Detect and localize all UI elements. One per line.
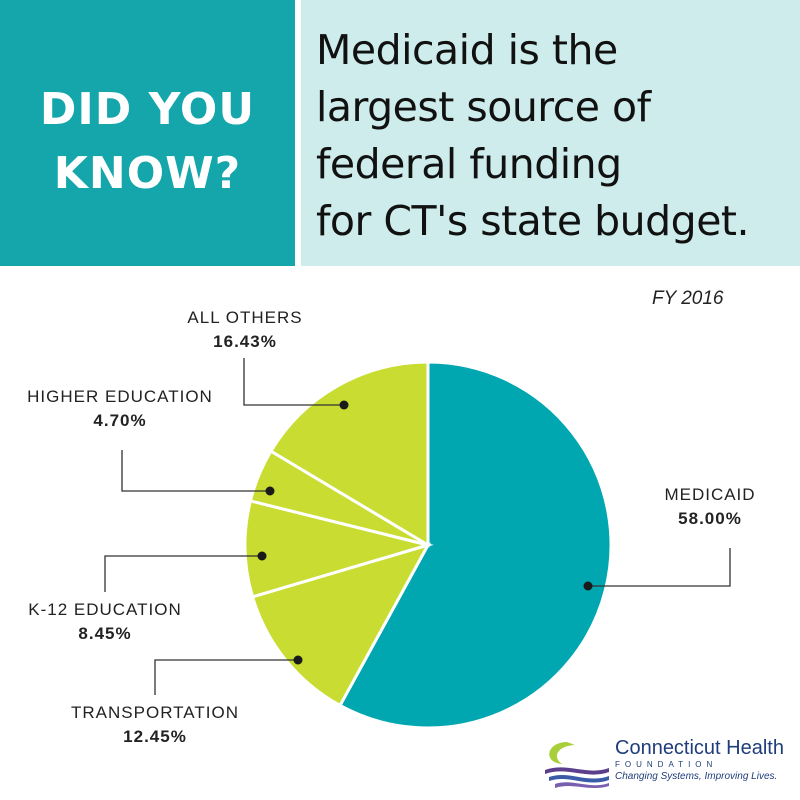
- label-medicaid-name: MEDICAID: [664, 485, 756, 504]
- headline: Medicaid is the largest source of federa…: [316, 22, 796, 250]
- label-transportation-name: TRANSPORTATION: [71, 703, 239, 722]
- label-all-others-value: 16.43%: [213, 332, 277, 351]
- label-higher-education-value: 4.70%: [93, 411, 147, 430]
- did-you-know-heading: DID YOU KNOW?: [0, 78, 295, 206]
- leader-line: [104, 555, 262, 592]
- slice-k12-education: [243, 499, 434, 599]
- leader-line: [154, 659, 298, 695]
- foundation-logo-icon: [545, 742, 609, 788]
- headline-line-1: Medicaid is the: [316, 26, 618, 74]
- label-transportation-value: 12.45%: [123, 727, 187, 746]
- label-k12-education: K-12 EDUCATION 8.45%: [10, 600, 200, 644]
- label-higher-education: HIGHER EDUCATION 4.70%: [10, 387, 230, 431]
- kicker-line-2: KNOW?: [53, 148, 242, 199]
- logo-title: Connecticut Health: [615, 737, 784, 759]
- kicker-line-1: DID YOU: [39, 84, 256, 135]
- leader-dot: [293, 655, 303, 665]
- label-transportation: TRANSPORTATION 12.45%: [55, 703, 255, 747]
- leader-line: [588, 548, 731, 587]
- label-k12-education-value: 8.45%: [78, 624, 132, 643]
- headline-line-4: for CT's state budget.: [316, 197, 750, 245]
- label-higher-education-name: HIGHER EDUCATION: [27, 387, 213, 406]
- label-all-others: ALL OTHERS 16.43%: [160, 308, 330, 352]
- leader-line: [121, 450, 270, 492]
- label-medicaid-value: 58.00%: [678, 509, 742, 528]
- headline-line-2: largest source of: [316, 83, 651, 131]
- leader-dot: [257, 551, 267, 561]
- leader-line: [243, 358, 344, 406]
- leader-dot: [583, 581, 593, 591]
- chart-subtitle: FY 2016: [652, 288, 724, 309]
- headline-line-3: federal funding: [316, 140, 622, 188]
- headline-panel: [301, 0, 800, 266]
- did-you-know-panel: [0, 0, 295, 266]
- label-medicaid: MEDICAID 58.00%: [640, 485, 780, 529]
- slice-medicaid: [337, 360, 613, 730]
- slice-all-others: [268, 360, 430, 548]
- logo-subtitle: FOUNDATION: [615, 760, 718, 769]
- label-k12-education-name: K-12 EDUCATION: [28, 600, 182, 619]
- leader-dot: [265, 486, 275, 496]
- label-all-others-name: ALL OTHERS: [187, 308, 303, 327]
- logo-tagline: Changing Systems, Improving Lives.: [615, 771, 778, 782]
- leader-dot: [339, 400, 349, 410]
